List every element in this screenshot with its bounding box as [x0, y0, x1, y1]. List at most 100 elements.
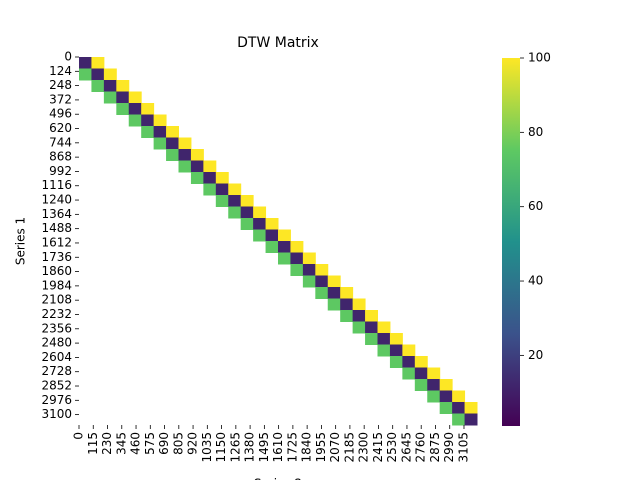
heatmap-cell — [290, 241, 304, 253]
y-tick-label: 868 — [49, 150, 72, 164]
y-tick-label: 372 — [49, 92, 72, 106]
chart-title: DTW Matrix — [237, 35, 319, 51]
x-tick-label: 1955 — [314, 432, 328, 463]
heatmap-cell — [439, 390, 453, 403]
heatmap-cell — [315, 275, 329, 288]
heatmap-cell — [153, 114, 167, 127]
y-tick-label: 3100 — [41, 407, 72, 421]
y-tick-label: 744 — [49, 135, 72, 149]
heatmap-cell — [278, 229, 291, 242]
x-tick-label: 3105 — [456, 432, 470, 463]
x-axis-label: Series 2 — [254, 477, 302, 480]
heatmap-cell — [103, 68, 117, 81]
x-tick-label: 1610 — [271, 432, 285, 463]
heatmap-cell — [439, 402, 453, 414]
y-tick-label: 2976 — [41, 393, 72, 407]
x-tick-label: 920 — [186, 432, 200, 455]
x-tick-label: 805 — [171, 432, 185, 455]
colorbar-tick-label: 20 — [528, 348, 543, 362]
heatmap-cell — [215, 195, 229, 207]
heatmap-cell — [427, 390, 441, 403]
heatmap-cell — [141, 114, 155, 127]
x-tick-label: 1495 — [257, 432, 271, 463]
heatmap-cell — [327, 275, 341, 288]
heatmap-cell — [302, 264, 316, 276]
heatmap-cell — [278, 241, 291, 253]
heatmap-cell — [452, 402, 466, 414]
heatmap-cell — [178, 149, 192, 161]
x-tick-label: 1725 — [285, 432, 299, 463]
heatmap-cell — [389, 344, 403, 357]
y-tick-label: 0 — [64, 50, 72, 64]
heatmap-cell — [228, 195, 242, 207]
heatmap-cell — [340, 298, 354, 311]
heatmap-cell — [190, 160, 204, 173]
y-tick-label: 1860 — [41, 264, 72, 278]
heatmap-cell — [203, 160, 217, 173]
heatmap-cell — [302, 252, 316, 265]
x-tick-label: 2185 — [342, 432, 356, 463]
heatmap-cell — [389, 356, 403, 368]
heatmap-cell — [365, 333, 378, 345]
heatmap-cell — [203, 172, 217, 184]
heatmap-cell — [228, 206, 242, 219]
x-tick-label: 2530 — [385, 432, 399, 463]
heatmap-cell — [240, 195, 254, 207]
x-tick-label: 2300 — [357, 432, 371, 463]
heatmap-cell — [116, 91, 130, 104]
heatmap-cell — [128, 103, 142, 115]
heatmap-cell — [240, 218, 254, 230]
heatmap-cell — [452, 390, 466, 403]
heatmap-cell — [377, 333, 391, 345]
y-tick-label: 496 — [49, 107, 72, 121]
heatmap-cell — [315, 264, 329, 276]
heatmap-cell — [402, 344, 416, 357]
heatmap-cell — [103, 80, 117, 92]
heatmap-cell — [278, 252, 291, 265]
heatmap-cell — [452, 413, 466, 426]
y-tick-label: 1364 — [41, 207, 72, 221]
y-tick-label: 1488 — [41, 221, 72, 235]
heatmap-cell — [240, 206, 254, 219]
heatmap-cell — [365, 310, 378, 322]
heatmap-cell — [402, 367, 416, 380]
x-tick-label: 115 — [86, 432, 100, 455]
heatmap-cell — [377, 321, 391, 334]
heatmap-cell — [302, 275, 316, 288]
x-tick-label: 2760 — [414, 432, 428, 463]
y-tick-label: 2604 — [41, 350, 72, 364]
x-tick-label: 2415 — [371, 432, 385, 463]
y-axis-label: Series 1 — [14, 217, 28, 265]
y-tick-label: 2232 — [41, 307, 72, 321]
heatmap-cell — [464, 413, 478, 426]
heatmap-cell — [414, 356, 428, 368]
colorbar — [502, 58, 520, 426]
heatmap-cell — [153, 126, 167, 138]
heatmap-cell — [340, 287, 354, 299]
y-tick-label: 2852 — [41, 379, 72, 393]
x-tick-label: 230 — [100, 432, 114, 455]
heatmap-cell — [265, 218, 279, 230]
x-tick-label: 575 — [143, 432, 157, 455]
y-tick-label: 1984 — [41, 278, 72, 292]
colorbar-tick-label: 60 — [528, 199, 543, 213]
heatmap-cell — [91, 68, 105, 81]
heatmap-cell — [190, 149, 204, 161]
y-tick-label: 1612 — [41, 235, 72, 249]
heatmap-cell — [203, 183, 217, 196]
heatmap-cell — [141, 126, 155, 138]
y-tick-label: 2108 — [41, 293, 72, 307]
x-tick-label: 1035 — [200, 432, 214, 463]
x-tick-label: 1380 — [243, 432, 257, 463]
heatmap-cell — [178, 160, 192, 173]
x-tick-label: 460 — [129, 432, 143, 455]
heatmap-cell — [327, 287, 341, 299]
x-tick-label: 1265 — [228, 432, 242, 463]
heatmap-cell — [427, 367, 441, 380]
heatmap-cell — [79, 68, 92, 81]
heatmap-cell — [352, 321, 366, 334]
heatmap-cell — [377, 344, 391, 357]
y-tick-label: 2480 — [41, 336, 72, 350]
x-tick-label: 345 — [114, 432, 128, 455]
